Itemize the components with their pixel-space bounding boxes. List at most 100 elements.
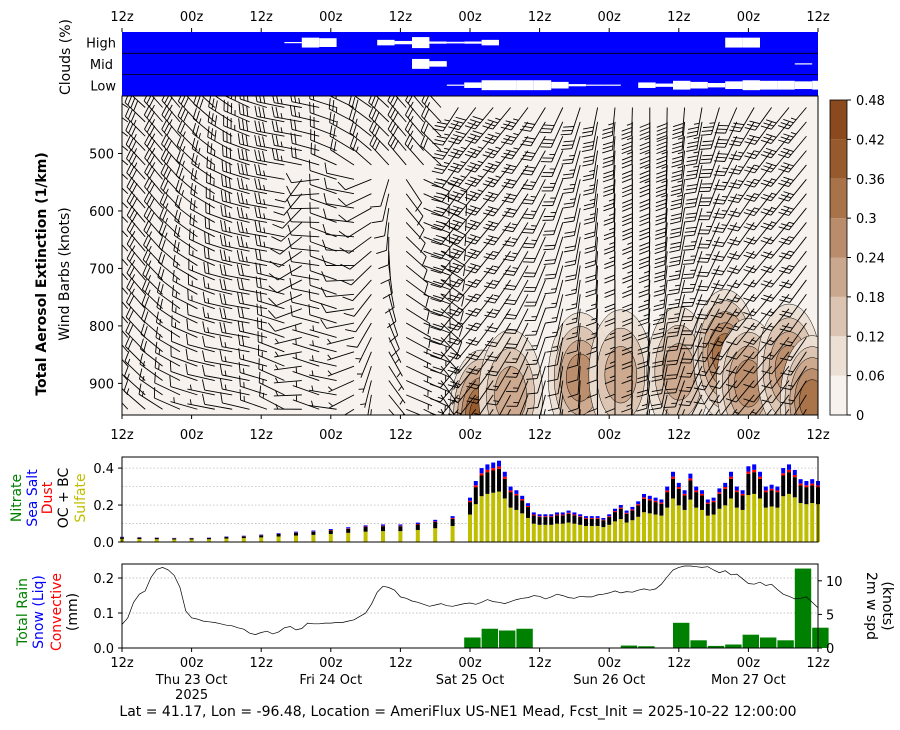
wind-barb-full	[482, 139, 494, 144]
wind-barb-full	[420, 135, 426, 146]
wind-barb	[743, 193, 772, 217]
wind-barb-staff	[405, 207, 425, 230]
wind-barb-staff	[535, 294, 546, 321]
wind-barb-full	[110, 295, 120, 304]
wind-barb-half	[531, 330, 538, 332]
wind-barb	[172, 285, 198, 310]
wind-barb-staff	[239, 316, 268, 324]
wind-barb-full	[671, 149, 683, 154]
wind-barb-half	[460, 189, 466, 193]
wind-barb-staff	[753, 193, 772, 216]
wind-barb-full	[172, 285, 174, 296]
species-bar-dust	[555, 514, 559, 516]
wind-barb-staff	[612, 164, 616, 193]
wind-barb-staff	[256, 202, 285, 209]
wind-barb-staff	[556, 337, 564, 365]
wind-barb	[578, 394, 581, 415]
wind-barb-full	[743, 240, 755, 245]
wind-barb-full	[193, 185, 197, 196]
wind-barb-full	[465, 312, 477, 317]
wind-barb-staff	[592, 121, 599, 150]
species-bar-sulfate	[618, 519, 623, 542]
wind-barb-full	[472, 130, 484, 135]
wind-barb-staff	[736, 308, 755, 331]
wind-barb-staff	[770, 250, 790, 273]
wind-barb-full	[447, 240, 459, 245]
wind-barb-half	[234, 124, 236, 131]
wind-barb-staff	[326, 322, 355, 329]
wind-barb-half	[787, 341, 793, 344]
wind-barb	[778, 107, 807, 130]
wind-barb-full	[129, 223, 136, 234]
wind-barb-full	[262, 107, 266, 119]
species-bar-sea-salt	[746, 466, 751, 472]
wind-barb-staff	[126, 229, 146, 252]
wind-barb-full	[368, 106, 374, 117]
wind-barb-full	[621, 159, 633, 165]
wind-barb-full	[656, 159, 667, 165]
precip-y2-tick-label: 5	[826, 608, 834, 623]
wind-barb-staff	[328, 380, 355, 393]
wind-barb-full	[485, 388, 497, 391]
wind-barb-staff	[421, 115, 442, 137]
wind-barb-full	[666, 388, 678, 391]
wind-barb-full	[749, 120, 761, 125]
wind-barb-staff	[125, 130, 146, 151]
wind-barb-full	[467, 280, 479, 285]
wind-barb-full	[290, 305, 293, 316]
wind-barb	[341, 265, 372, 286]
wind-barb-full	[586, 393, 598, 399]
wind-barb	[542, 179, 564, 207]
wind-barb-full	[655, 188, 667, 193]
wind-barb	[655, 164, 668, 197]
wind-barb	[537, 394, 546, 415]
wind-barb-staff	[537, 380, 546, 408]
wind-barb	[581, 107, 599, 138]
wind-barb-full	[672, 155, 683, 160]
time-tick-label: 12z	[250, 428, 274, 443]
wind-barb-half	[410, 101, 414, 107]
wind-barb-staff	[160, 187, 181, 209]
wind-barb-full	[274, 198, 286, 203]
species-bar-dust	[473, 485, 478, 488]
wind-barb-full	[760, 225, 772, 230]
wind-barb-full	[522, 140, 534, 143]
wind-barb-full	[656, 141, 667, 147]
wind-barb	[142, 264, 163, 295]
wind-barb-staff	[705, 322, 720, 348]
wind-barb-half	[608, 198, 615, 202]
wind-barb-half	[494, 428, 499, 432]
wind-barb-full	[452, 191, 464, 196]
wind-barb	[144, 148, 163, 180]
wind-barb	[175, 165, 198, 195]
wind-barb-staff	[553, 222, 564, 250]
wind-barb-full	[447, 311, 458, 317]
species-bar-dust	[792, 474, 797, 478]
wind-barb-half	[213, 180, 215, 186]
wind-barb-half	[750, 310, 757, 314]
wind-barb-full	[240, 221, 244, 233]
wind-barb-half	[457, 321, 464, 325]
wind-barb-full	[545, 321, 557, 324]
wind-barb-full	[702, 140, 714, 143]
wind-barb-full	[431, 156, 443, 160]
wind-barb	[485, 337, 511, 362]
wind-barb-staff	[222, 170, 250, 180]
wind-barb-staff	[753, 351, 772, 374]
wind-barb	[674, 394, 686, 415]
wind-barb	[122, 201, 129, 223]
wind-barb-full	[352, 124, 357, 136]
species-bar-sea-salt	[363, 525, 368, 527]
wind-barb-full	[407, 96, 414, 104]
wind-barb	[142, 249, 163, 281]
wind-barb-full	[639, 155, 650, 161]
wind-barb-full	[727, 256, 738, 260]
wind-barb	[671, 121, 686, 154]
wind-barb-full	[621, 174, 633, 179]
wind-barb	[355, 337, 372, 363]
wind-barb-staff	[440, 222, 459, 245]
wind-barb	[124, 350, 146, 381]
wind-barb-full	[655, 241, 666, 247]
wind-barb-staff	[423, 193, 450, 206]
colorbar-tick-label: 0.48	[856, 94, 885, 109]
